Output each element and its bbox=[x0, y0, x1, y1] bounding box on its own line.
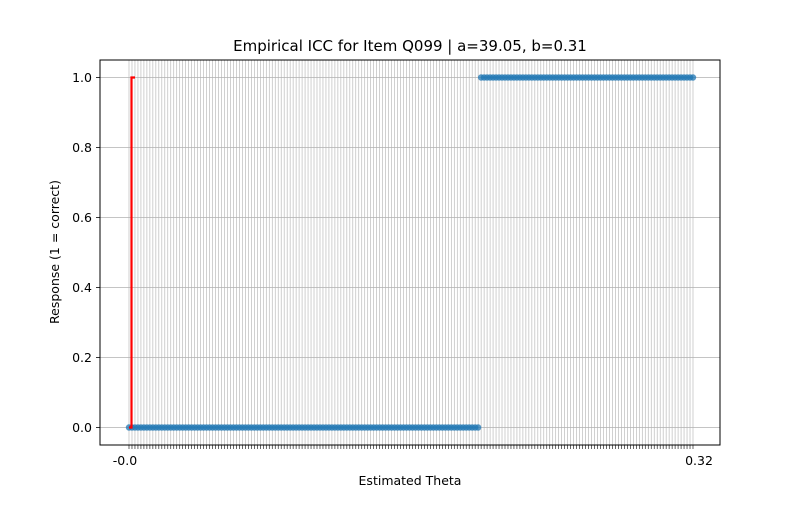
y-tick-label: 0.8 bbox=[72, 140, 92, 155]
tick-layer: 0.0 0.2 0.4 0.6 0.8 1.0 -0.0 0.32 bbox=[72, 70, 713, 468]
chart-title: Empirical ICC for Item Q099 | a=39.05, b… bbox=[233, 37, 587, 55]
y-tick-label: 1.0 bbox=[72, 70, 92, 85]
y-tick-label: 0.6 bbox=[72, 210, 92, 225]
y-axis-label: Response (1 = correct) bbox=[47, 180, 62, 324]
x-axis-label: Estimated Theta bbox=[359, 473, 462, 488]
data-point bbox=[689, 74, 697, 81]
x-tick-label-last: 0.32 bbox=[685, 453, 713, 468]
plot-frame bbox=[99, 59, 721, 446]
y-tick-label: 0.4 bbox=[72, 280, 92, 295]
x-tick-label-first: -0.0 bbox=[113, 453, 137, 468]
y-tick-label: 0.2 bbox=[72, 350, 92, 365]
data-point bbox=[474, 424, 482, 431]
series-layer bbox=[125, 74, 697, 431]
grid-layer bbox=[100, 60, 720, 445]
fitted-curve-line bbox=[129, 76, 135, 429]
y-tick-label: 0.0 bbox=[72, 420, 92, 435]
